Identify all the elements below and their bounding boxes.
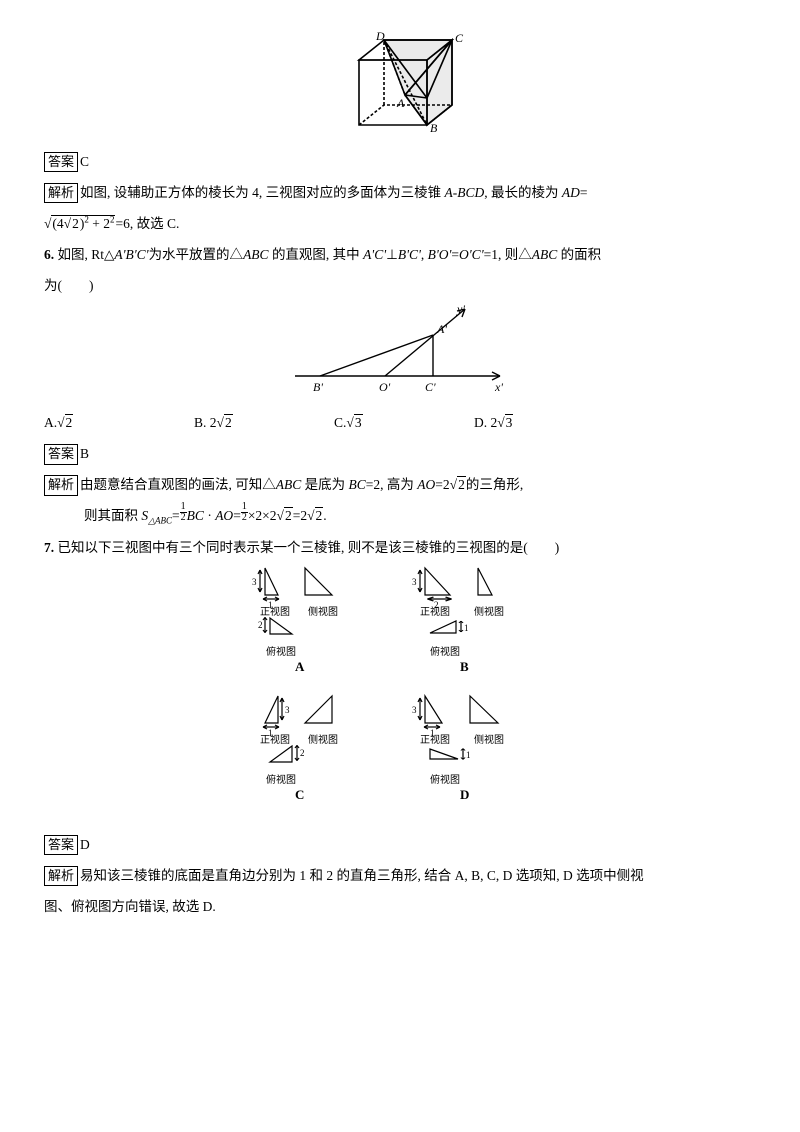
opt-B: B. 2 — [194, 415, 217, 430]
q6-number: 6. — [44, 247, 54, 262]
svg-text:侧视图: 侧视图 — [308, 605, 338, 618]
svg-text:3: 3 — [412, 577, 417, 587]
label-Op: O' — [379, 380, 391, 394]
opt-A: A. — [44, 415, 57, 430]
figure-q6: y' A' B' O' C' x' — [44, 301, 756, 407]
answer-text: C — [80, 154, 89, 169]
svg-text:侧视图: 侧视图 — [474, 605, 504, 618]
figure-q7: 3 1 2 正视图 侧视图 俯视图 A 3 2 1 正视图 侧视图 俯视图 B … — [44, 563, 756, 829]
label-y: y' — [456, 302, 465, 316]
svg-text:2: 2 — [300, 748, 305, 758]
svg-text:1: 1 — [466, 750, 471, 760]
svg-text:俯视图: 俯视图 — [266, 645, 296, 658]
svg-text:3: 3 — [285, 705, 290, 715]
svg-text:俯视图: 俯视图 — [430, 645, 460, 658]
svg-text:2: 2 — [258, 620, 263, 630]
q7-analysis-1: 解析易知该三棱锥的底面是直角边分别为 1 和 2 的直角三角形, 结合 A, B… — [44, 860, 756, 891]
answer-label: 答案 — [44, 152, 78, 172]
opt-C: C. — [334, 415, 346, 430]
label-Cp: C' — [425, 380, 436, 394]
q7-number: 7. — [44, 540, 54, 555]
opt-label-D: D — [460, 787, 469, 802]
svg-text:侧视图: 侧视图 — [308, 733, 338, 746]
svg-text:俯视图: 俯视图 — [430, 773, 460, 786]
q6-analysis-1: 解析由题意结合直观图的画法, 可知△ABC 是底为 BC=2, 高为 AO=2√… — [44, 469, 756, 500]
label-B: B — [430, 121, 438, 135]
q5-answer: 答案C — [44, 146, 756, 177]
q6-analysis-2: 则其面积 S△ABC=12BC · AO=12×2×2√2=2√2. — [44, 500, 756, 531]
label-Ap: A' — [436, 322, 447, 336]
label-C: C — [455, 31, 464, 45]
opt-label-C: C — [295, 787, 304, 802]
svg-text:3: 3 — [252, 577, 257, 587]
analysis-label: 解析 — [44, 475, 78, 495]
opt-label-B: B — [460, 659, 469, 674]
svg-text:1: 1 — [464, 623, 469, 633]
svg-text:正视图: 正视图 — [420, 605, 450, 618]
q6-answer: 答案B — [44, 438, 756, 469]
svg-text:侧视图: 侧视图 — [474, 733, 504, 746]
analysis-label: 解析 — [44, 183, 78, 203]
q6-stem-1: 6. 如图, Rt△A'B'C'为水平放置的△ABC 的直观图, 其中 A'C'… — [44, 239, 756, 270]
figure-cube: D C A B — [44, 30, 756, 146]
q7-answer: 答案D — [44, 829, 756, 860]
answer-text: B — [80, 446, 89, 461]
opt-label-A: A — [295, 659, 305, 674]
q5-analysis-2: √(4√2)2 + 22=6, 故选 C. — [44, 208, 756, 239]
opt-D: D. 2 — [474, 415, 497, 430]
svg-text:3: 3 — [412, 705, 417, 715]
analysis-label: 解析 — [44, 866, 78, 886]
label-A: A — [396, 96, 405, 110]
answer-text: D — [80, 837, 90, 852]
label-D: D — [375, 30, 385, 43]
q6-stem-2: 为( ) — [44, 270, 756, 301]
svg-text:正视图: 正视图 — [420, 733, 450, 746]
answer-label: 答案 — [44, 835, 78, 855]
q6-options: A.√2 B. 2√2 C.√3 D. 2√3 — [44, 407, 756, 438]
q5-analysis-1: 解析如图, 设辅助正方体的棱长为 4, 三视图对应的多面体为三棱锥 A-BCD,… — [44, 177, 756, 208]
answer-label: 答案 — [44, 444, 78, 464]
svg-text:正视图: 正视图 — [260, 605, 290, 618]
svg-text:正视图: 正视图 — [260, 733, 290, 746]
svg-text:俯视图: 俯视图 — [266, 773, 296, 786]
label-xp: x' — [494, 380, 503, 394]
label-Bp: B' — [313, 380, 323, 394]
q7-stem: 7. 已知以下三视图中有三个同时表示某一个三棱锥, 则不是该三棱锥的三视图的是(… — [44, 532, 756, 563]
q7-analysis-2: 图、俯视图方向错误, 故选 D. — [44, 891, 756, 922]
